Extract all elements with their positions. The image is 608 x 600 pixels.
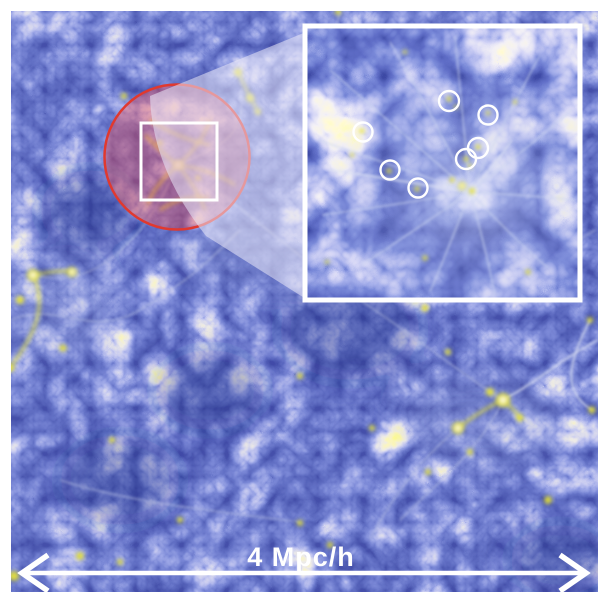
halo-dot	[117, 559, 123, 565]
halo-marker-circle	[454, 147, 478, 171]
inset-halo-dot	[513, 100, 517, 104]
inset-halo-dot	[414, 186, 420, 192]
inset-halo-dot-core	[460, 184, 464, 188]
inset-halo-dot	[386, 168, 392, 174]
halo-marker-circle	[477, 104, 499, 126]
halo-dot	[11, 571, 19, 581]
halo-dot	[421, 304, 429, 312]
halo-dot	[445, 349, 451, 355]
inset-halo-dot	[449, 177, 455, 183]
halo-dot	[587, 317, 593, 323]
zoom-region-box	[139, 121, 219, 202]
inset-halo-dot	[422, 255, 428, 261]
halo-dot	[297, 520, 303, 526]
scale-label: 4 Mpc/h	[247, 542, 355, 572]
halo-dot	[11, 364, 14, 372]
halo-marker-circle	[437, 89, 461, 113]
inset-image	[305, 26, 580, 300]
inset-halo-dot	[403, 50, 407, 54]
halo-dot	[327, 542, 333, 548]
halo-marker-circle	[379, 159, 401, 181]
halo-dot	[121, 93, 127, 99]
inset-halo-dot	[486, 111, 490, 115]
inset-halo-dot	[475, 144, 481, 150]
halo-dot	[516, 414, 524, 422]
halo-dot	[109, 437, 115, 443]
halo-dot	[335, 11, 341, 15]
inset-halo-dot	[446, 96, 452, 102]
inset-halo-dot	[350, 153, 354, 157]
halo-dot	[425, 469, 431, 475]
halo-dot	[76, 552, 84, 560]
left-arrow-icon	[17, 552, 50, 592]
halo-dot	[16, 296, 24, 304]
inset-halo-dot	[469, 188, 475, 194]
scale-bar: 4 Mpc/h	[17, 542, 591, 592]
halo-dot-core	[30, 272, 36, 278]
halo-markers	[352, 89, 499, 199]
halo-marker-circle	[407, 177, 429, 199]
zoom-beam-wedge	[150, 32, 306, 299]
inset-halo-dot	[525, 269, 531, 275]
zoom-inset-panel	[302, 23, 583, 303]
right-arrow-icon	[558, 552, 591, 592]
inset-halo-dot	[463, 156, 469, 162]
halo-dot	[467, 449, 473, 455]
halo-dot	[369, 425, 375, 431]
halo-dot-core	[455, 425, 461, 431]
halo-dot-core	[499, 396, 507, 404]
inset-halo-dot	[359, 128, 365, 134]
halo-dot	[297, 373, 303, 379]
inset-frame	[302, 23, 583, 303]
inset-radiating-filaments	[317, 35, 576, 296]
halo-dot	[486, 388, 494, 396]
halo-dot	[544, 496, 552, 504]
halo-marker-circle	[352, 121, 374, 143]
halo-dot	[59, 344, 67, 352]
halo-dot-core	[69, 269, 75, 275]
halo-dot	[588, 406, 596, 414]
inset-halo-dot	[325, 260, 329, 264]
halo-dot	[177, 517, 183, 523]
